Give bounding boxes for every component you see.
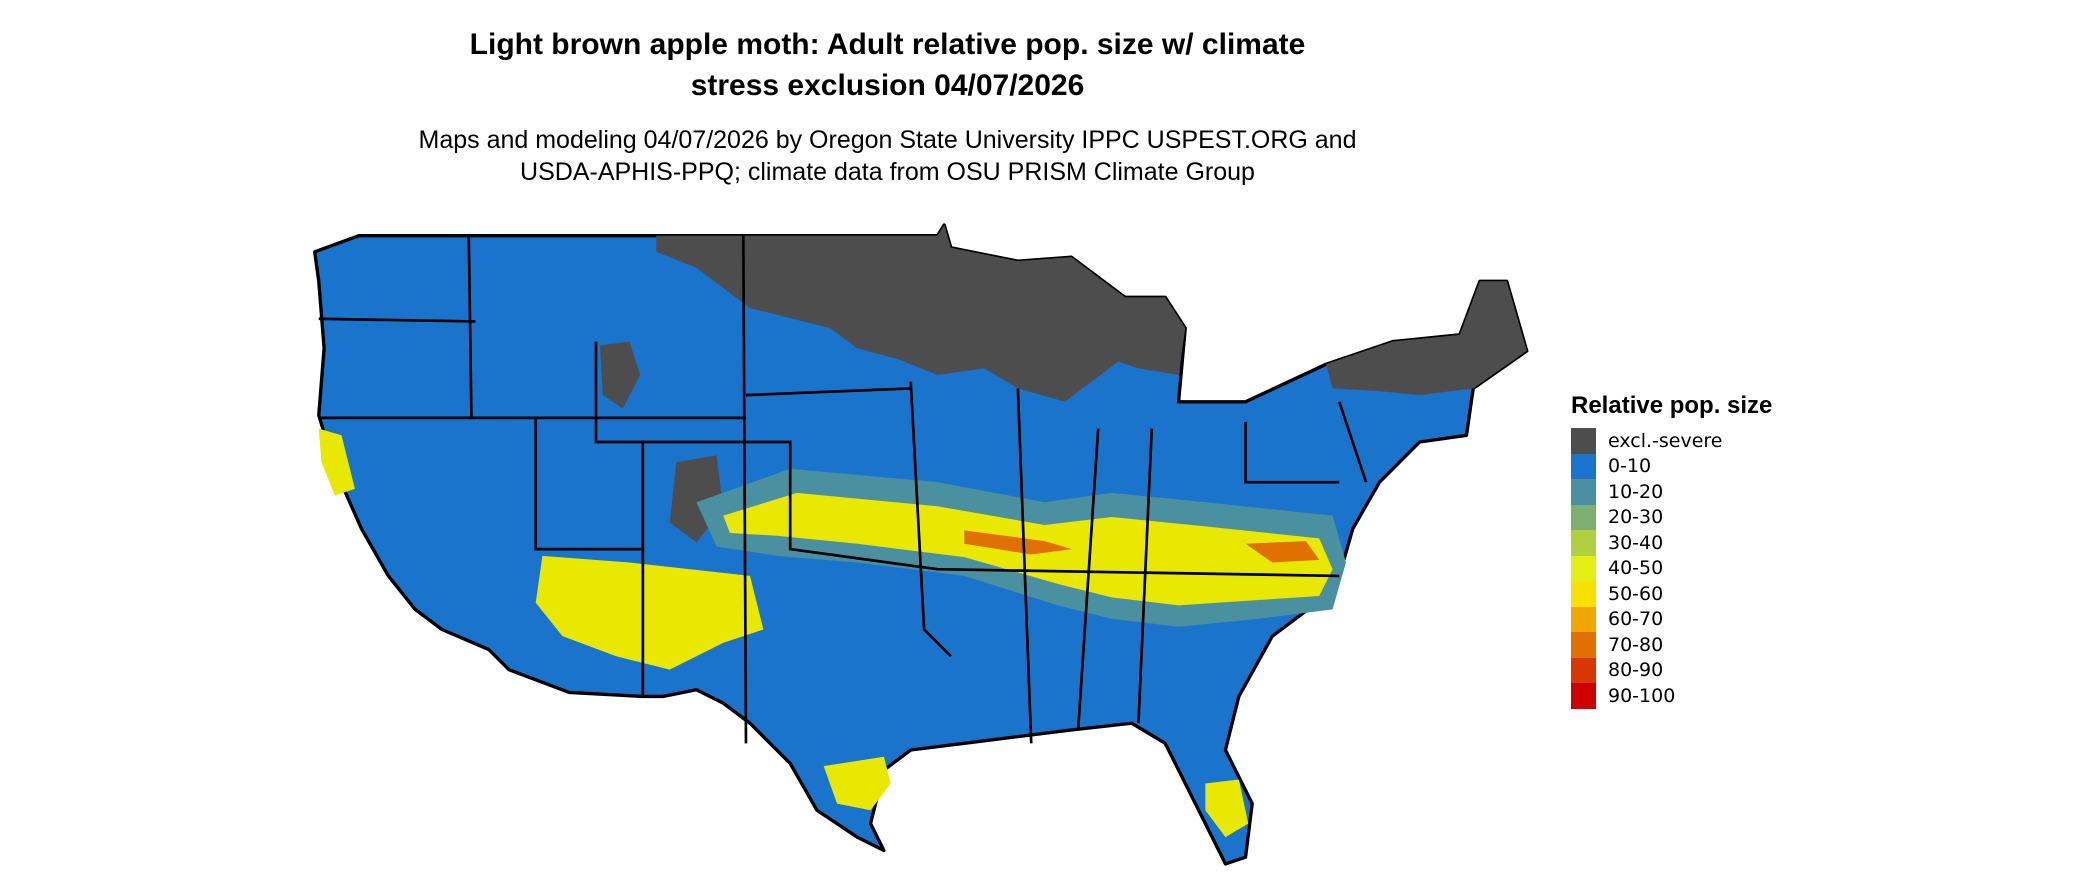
map-title-line-1: Light brown apple moth: Adult relative p… xyxy=(469,28,1306,61)
excluded-region-north-central xyxy=(656,225,1186,402)
legend-title: Relative pop. size xyxy=(1571,392,1773,419)
legend-swatch xyxy=(1571,606,1596,632)
band-60-80-east xyxy=(1245,541,1320,563)
excluded-region-wyoming xyxy=(600,341,641,409)
southwest-highlands xyxy=(535,555,764,670)
texas-coast xyxy=(823,756,891,811)
legend-label: 60-70 xyxy=(1608,608,1664,631)
state-borders xyxy=(318,235,1368,744)
legend-label: 0-10 xyxy=(1608,455,1652,478)
legend-label: 20-30 xyxy=(1608,506,1664,529)
legend-label: 10-20 xyxy=(1608,480,1664,503)
map-title-line-2: stress exclusion 04/07/2026 xyxy=(690,69,1085,102)
legend-swatch xyxy=(1571,428,1596,454)
legend-item: 50-60 xyxy=(1571,581,1772,607)
legend-item: 10-20 xyxy=(1571,479,1772,505)
legend-swatch xyxy=(1571,581,1596,607)
legend: Relative pop. size excl.-severe 0-10 10-20… xyxy=(1571,392,1772,709)
legend-swatch xyxy=(1571,504,1596,530)
legend-item: 40-50 xyxy=(1571,555,1772,581)
legend-label: 50-60 xyxy=(1608,582,1664,605)
legend-item: excl.-severe xyxy=(1571,428,1772,454)
legend-swatch xyxy=(1571,453,1596,479)
legend-label: 90-100 xyxy=(1608,684,1676,707)
legend-item: 90-100 xyxy=(1571,683,1772,709)
legend-label: 30-40 xyxy=(1608,531,1664,554)
excluded-region-northeast xyxy=(1325,281,1527,396)
legend-label: 40-50 xyxy=(1608,557,1664,580)
map-subtitle-line-2: USDA-APHIS-PPQ; climate data from OSU PR… xyxy=(520,158,1255,186)
band-60-80 xyxy=(964,530,1072,555)
legend-item: 70-80 xyxy=(1571,632,1772,658)
legend-swatch xyxy=(1571,479,1596,505)
legend-swatch xyxy=(1571,632,1596,658)
legend-label: 70-80 xyxy=(1608,633,1664,656)
california-valley xyxy=(318,428,355,496)
legend-label: excl.-severe xyxy=(1608,429,1723,452)
florida-peninsula xyxy=(1205,779,1249,838)
legend-swatch xyxy=(1571,683,1596,709)
legend-swatch xyxy=(1571,657,1596,683)
legend-swatch xyxy=(1571,530,1596,556)
legend-swatch xyxy=(1571,555,1596,581)
legend-label: 80-90 xyxy=(1608,659,1664,682)
legend-items: excl.-severe 0-10 10-20 20-30 30-40 40-50 50-6… xyxy=(1571,428,1772,709)
legend-item: 0-10 xyxy=(1571,453,1772,479)
legend-item: 30-40 xyxy=(1571,530,1772,556)
legend-item: 60-70 xyxy=(1571,606,1772,632)
legend-item: 80-90 xyxy=(1571,657,1772,683)
map-subtitle-line-1: Maps and modeling 04/07/2026 by Oregon S… xyxy=(418,126,1357,154)
legend-item: 20-30 xyxy=(1571,504,1772,530)
